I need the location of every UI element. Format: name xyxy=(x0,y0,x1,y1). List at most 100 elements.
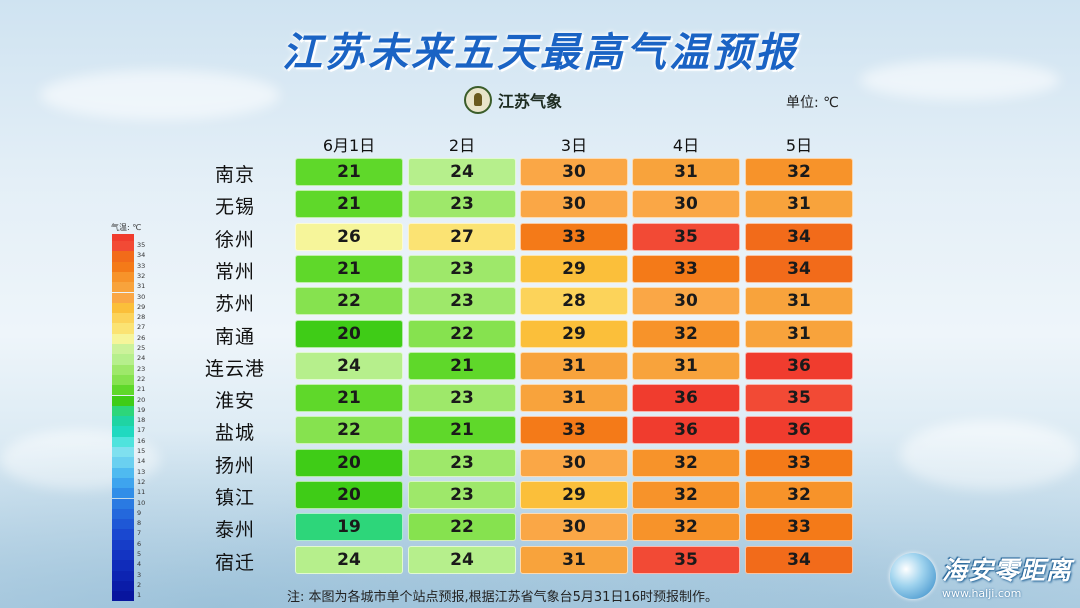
column-header: 3日 xyxy=(560,136,588,155)
temperature-cell: 24 xyxy=(295,351,403,380)
temperature-cell: 34 xyxy=(745,545,853,574)
city-label: 常州 xyxy=(214,260,255,283)
temperature-cell: 31 xyxy=(745,190,853,219)
column-header: 2日 xyxy=(448,136,476,155)
legend-tick-label: 31 xyxy=(137,282,146,291)
legend-tick-label: 19 xyxy=(137,405,146,414)
temperature-cell: 36 xyxy=(632,416,740,445)
legend-tick-label: 26 xyxy=(137,333,146,342)
temperature-cell: 29 xyxy=(520,481,628,509)
legend-swatch xyxy=(112,508,134,520)
page-title: 江苏未来五天最高气温预报 xyxy=(282,30,798,76)
legend-swatch xyxy=(112,292,134,303)
logo-text: 江苏气象 xyxy=(498,92,563,111)
temperature-cell: 22 xyxy=(295,416,403,445)
temperature-cell: 21 xyxy=(295,254,403,283)
legend-swatch xyxy=(112,498,134,509)
legend-swatch xyxy=(112,302,134,314)
temperature-cell: 22 xyxy=(295,287,403,316)
temperature-cell: 32 xyxy=(632,513,740,542)
temperature-cell: 28 xyxy=(520,287,628,316)
city-label: 泰州 xyxy=(214,519,255,542)
legend-swatch xyxy=(112,457,134,468)
temperature-cell: 21 xyxy=(295,190,403,219)
city-label: 盐城 xyxy=(214,422,255,445)
unit-label: 单位: ℃ xyxy=(786,95,839,111)
legend-tick-label: 10 xyxy=(137,498,146,507)
legend-swatch xyxy=(112,241,134,252)
temperature-cell: 21 xyxy=(295,158,403,186)
legend-swatch xyxy=(112,436,134,447)
logo: 江苏气象 xyxy=(464,86,562,114)
legend-swatch xyxy=(112,374,134,386)
legend-swatch xyxy=(112,426,134,437)
legend-tick-label: 28 xyxy=(137,313,146,322)
legend-swatch xyxy=(112,519,134,530)
temperature-cell: 33 xyxy=(745,448,853,477)
city-label: 镇江 xyxy=(214,487,255,509)
temperature-cell: 24 xyxy=(408,158,516,186)
legend-swatch xyxy=(112,234,134,241)
footnote: 注: 本图为各城市单个站点预报,根据江苏省气象台5月31日16时预报制作。 xyxy=(287,590,718,605)
cloud-decoration xyxy=(40,70,280,120)
legend-tick-label: 35 xyxy=(137,241,146,249)
city-label: 扬州 xyxy=(214,454,255,477)
legend-swatch xyxy=(112,467,134,478)
temperature-cell: 34 xyxy=(745,254,853,283)
legend-swatch xyxy=(112,364,134,375)
temperature-cell: 22 xyxy=(408,513,516,542)
temperature-cell: 31 xyxy=(520,384,628,413)
cloud-decoration xyxy=(860,60,1060,100)
legend-swatch xyxy=(112,580,134,592)
legend-swatch xyxy=(112,313,134,324)
brand-watermark: 海安零距离 www.halji.com xyxy=(889,551,1072,600)
legend-tick-label: 25 xyxy=(137,344,146,352)
temperature-cell: 32 xyxy=(632,319,740,348)
city-label: 苏州 xyxy=(214,293,255,316)
temperature-cell: 35 xyxy=(745,384,853,413)
legend-swatch xyxy=(112,488,134,499)
cloud-decoration xyxy=(900,420,1080,490)
city-label: 徐州 xyxy=(214,228,255,251)
legend-swatch xyxy=(112,405,134,417)
temperature-cell: 33 xyxy=(520,222,628,251)
legend-swatch xyxy=(112,282,134,293)
temperature-cell: 33 xyxy=(520,416,628,445)
temperature-cell: 32 xyxy=(745,481,853,509)
legend-tick-label: 16 xyxy=(137,436,146,445)
temperature-cell: 36 xyxy=(745,416,853,445)
legend-tick-label: 30 xyxy=(137,292,146,301)
temperature-cell: 23 xyxy=(408,481,516,509)
temperature-cell: 20 xyxy=(295,481,403,509)
legend-title: 气温: ℃ xyxy=(111,223,142,232)
temperature-cell: 20 xyxy=(295,448,403,477)
legend-tick-label: 1 xyxy=(137,591,142,600)
brand-name: 海安零距离 xyxy=(941,556,1072,585)
temperature-cell: 27 xyxy=(408,222,516,251)
temperature-cell: 23 xyxy=(408,384,516,413)
legend-swatch xyxy=(112,251,134,262)
temperature-cell: 31 xyxy=(632,158,740,186)
legend-swatch xyxy=(112,477,134,489)
emblem-icon xyxy=(464,86,492,114)
brand-url: www.halji.com xyxy=(941,587,1022,600)
temperature-cell: 30 xyxy=(520,513,628,542)
legend-tick-label: 29 xyxy=(137,302,146,311)
temperature-cell: 30 xyxy=(632,287,740,316)
temperature-cell: 22 xyxy=(408,319,516,348)
legend-tick-label: 7 xyxy=(137,529,142,538)
legend-swatch xyxy=(112,591,134,602)
temperature-cell: 21 xyxy=(295,384,403,413)
temperature-cell: 29 xyxy=(520,254,628,283)
city-label: 宿迁 xyxy=(214,551,255,574)
temperature-cell: 31 xyxy=(745,319,853,348)
temperature-cell: 35 xyxy=(632,545,740,574)
city-label: 连云港 xyxy=(204,357,265,380)
legend-tick-label: 12 xyxy=(137,477,146,486)
temperature-cell: 29 xyxy=(520,319,628,348)
legend-tick-label: 34 xyxy=(137,251,146,260)
legend-tick-label: 13 xyxy=(137,467,146,476)
legend-tick-label: 15 xyxy=(137,447,146,455)
legend-swatch xyxy=(112,344,134,355)
city-label: 南通 xyxy=(214,325,255,348)
